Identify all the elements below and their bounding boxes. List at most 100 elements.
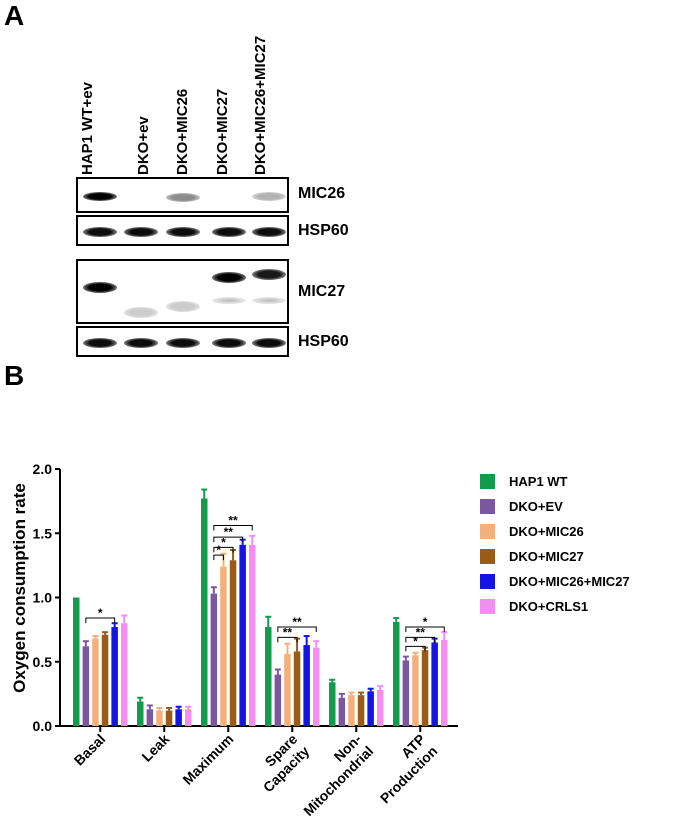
significance-label: * [221,535,226,549]
blot-band [166,338,200,348]
bar [265,627,272,726]
bar [357,695,365,726]
legend-swatch-dko-mic27 [480,548,495,564]
significance-label: * [423,615,428,629]
bar [175,709,182,726]
panel-a-letter: A [4,0,25,31]
significance-bracket [405,636,436,643]
blot-mic27 [76,259,289,324]
legend-label-dko-mic26: DKO+MIC26 [509,523,584,539]
bar [229,560,237,726]
bar [239,544,246,726]
significance-label: ** [224,525,234,539]
bar [412,655,419,726]
bar [146,709,154,726]
y-tick-label: 0.5 [33,654,53,670]
blot-band [252,192,286,201]
y-tick-label: 0.0 [33,718,53,734]
blot-label-mic26: MIC26 [298,185,346,202]
bar [220,566,227,726]
legend-item-dko-ev: DKO+EV [480,496,563,516]
blot-band [212,227,246,237]
legend-item-dko-mic27: DKO+MIC27 [480,546,584,566]
bar [402,660,410,726]
significance-bracket [213,525,253,531]
legend-label-hap1-wt: HAP1 WT [509,473,568,489]
legend-swatch-dko-mic26-mic27 [480,573,495,589]
significance-label: * [98,606,103,620]
significance-label: ** [228,514,238,528]
blot-band [212,272,246,283]
bar [111,627,118,726]
bar [303,645,310,726]
significance-label: ** [292,615,302,629]
blot-band [252,269,286,280]
legend-item-dko-mic26-mic27: DKO+MIC26+MIC27 [480,571,630,591]
significance-bracket [213,546,234,553]
bar [441,639,448,726]
legend-label-dko-crls1: DKO+CRLS1 [509,598,589,614]
bar [274,674,282,726]
y-axis-title: Oxygen consumption rate [10,483,29,693]
x-tick-label: Maximum [179,731,236,788]
blot-band [83,192,117,201]
significance-bracket [277,636,298,643]
bar [249,544,256,726]
legend-item-hap1-wt: HAP1 WT [480,471,568,491]
y-tick-label: 2.0 [33,461,53,477]
significance-label: ** [283,625,293,639]
blot-hsp60-bottom [76,326,289,357]
blot-band [83,282,117,293]
bar [284,654,291,726]
bar [377,690,384,726]
significance-bracket [405,645,426,652]
bar [73,597,80,726]
bar [185,709,192,726]
significance-bracket [405,626,445,633]
bar [393,621,400,726]
bar [421,650,429,726]
blot-band [124,307,158,318]
significance-bracket [213,554,224,561]
panel-b-letter: B [4,360,25,391]
legend-item-dko-mic26: DKO+MIC26 [480,521,584,541]
blot-band [83,227,117,237]
bar [313,647,320,726]
significance-bracket [85,617,116,624]
y-tick-label: 1.0 [33,590,53,606]
bar [101,634,109,726]
blot-hsp60-top [76,215,289,246]
bar [121,623,128,726]
blot-band [252,297,286,304]
bar [82,646,90,726]
blot-band [252,227,286,237]
x-tick-label: Basal [71,731,109,769]
blot-label-mic27: MIC27 [298,283,346,300]
bar [338,697,346,726]
blot-band [212,297,246,304]
blot-band [166,301,200,312]
blot-mic26 [76,177,289,213]
legend-label-dko-mic27: DKO+MIC27 [509,548,584,564]
bar [165,710,173,726]
bar [329,682,336,726]
blot-band [212,338,246,348]
legend-swatch-hap1-wt [480,473,495,489]
bar [348,695,355,726]
significance-label: ** [416,625,426,639]
bar [92,638,99,726]
legend-swatch-dko-ev [480,498,495,514]
blot-band [166,227,200,237]
blot-label-hsp60-top: HSP60 [298,222,349,239]
bar [431,642,438,726]
significance-label: * [413,634,418,648]
legend-label-dko-mic26-mic27: DKO+MIC26+MIC27 [509,573,630,589]
bar [137,701,144,726]
blot-band [124,338,158,348]
bar [156,710,163,726]
x-tick-label: Leak [138,731,172,765]
significance-label: * [216,543,221,557]
y-tick-label: 1.5 [33,525,53,541]
legend-label-dko-ev: DKO+EV [509,498,563,514]
